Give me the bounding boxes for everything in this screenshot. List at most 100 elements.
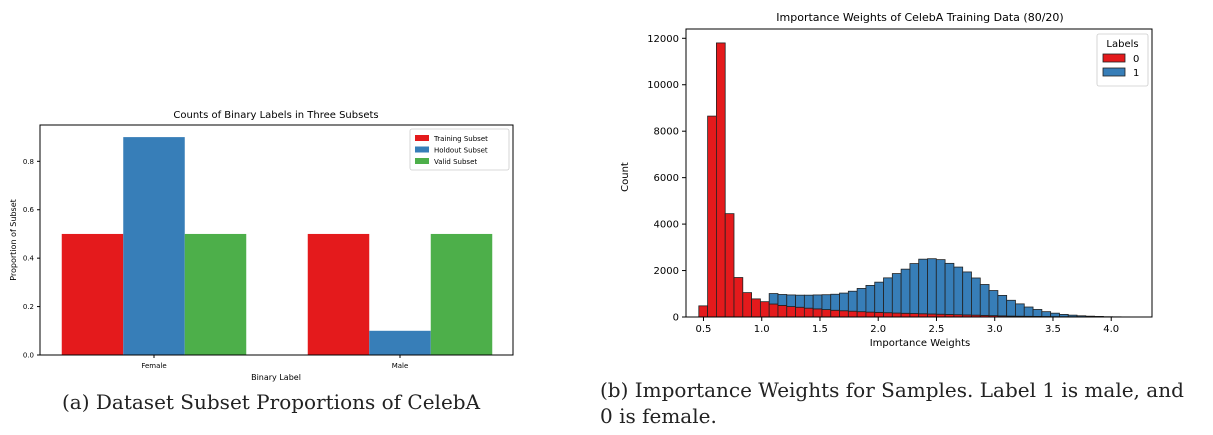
chart-b-bar-label0	[891, 312, 902, 318]
chart-b-xtick-label: 4.0	[1103, 324, 1119, 335]
chart-b-bar-label0	[839, 310, 849, 318]
caption-b-line2: 0 is female.	[600, 404, 717, 428]
chart-b-bar-label0	[830, 309, 840, 318]
chart-b-bar-label1	[768, 293, 779, 305]
chart-b-bar-label0	[768, 303, 779, 318]
chart-b-plot-frame	[685, 28, 1153, 318]
chart-b-bar-label0	[874, 311, 884, 318]
chart-b-bar-label1	[830, 293, 840, 311]
chart-b-ytick-label: 12000	[647, 34, 679, 45]
chart-b-bar-label1	[909, 263, 920, 314]
chart-a-xlabel: Binary Label	[251, 373, 301, 382]
chart-b-bar-label0	[707, 115, 717, 318]
chart-b-bar-label1	[891, 273, 902, 314]
chart-b-bar-label1	[777, 294, 788, 306]
chart-b-bar-label0	[724, 213, 735, 318]
chart-b-ytick-label: 10000	[647, 80, 679, 91]
chart-b-legend-swatch	[1102, 53, 1126, 63]
chart-b-bar-label1	[997, 294, 1008, 317]
chart-b-bar-label0	[751, 298, 761, 318]
chart-b-bar-label1	[971, 277, 981, 316]
chart-b-bar-label0	[803, 307, 814, 318]
caption-b-line1: (b) Importance Weights for Samples. Labe…	[600, 378, 1184, 402]
chart-a-ylabel: Proportion of Subset	[9, 199, 18, 281]
chart-a-bar-male-1	[307, 233, 370, 355]
chart-b-legend-title: Labels	[1106, 39, 1138, 50]
chart-b-ylabel: Count	[620, 162, 631, 192]
chart-b-bar-label0	[812, 308, 823, 318]
chart-b-bar-label1	[865, 285, 876, 313]
chart-b-bar-label1	[803, 294, 814, 309]
chart-b-bar-label1	[1015, 303, 1025, 317]
chart-b-bar-label1	[979, 284, 990, 316]
chart-b-xtick-label: 2.0	[870, 324, 886, 335]
chart-b-title: Importance Weights of CelebA Training Da…	[776, 11, 1063, 24]
chart-b-bar-label1	[812, 294, 823, 310]
chart-a: Counts of Binary Labels in Three Subsets…	[9, 110, 514, 382]
chart-b-bar-label0	[821, 309, 832, 318]
chart-a-legend-label: Training Subset	[433, 135, 488, 143]
chart-a-xtick-label: Male	[392, 362, 409, 370]
chart-b-bar-label0	[716, 42, 726, 318]
chart-b-bar-label1	[839, 292, 849, 312]
chart-b-bar-label1	[786, 294, 796, 307]
chart-a-ytick-label: 0.0	[23, 352, 34, 360]
chart-a-legend-swatch	[415, 135, 429, 141]
chart-a-legend-box	[409, 128, 510, 171]
chart-b-legend-label: 0	[1133, 54, 1139, 65]
chart-a-legend: Training Subset Holdout Subset Valid Subse…	[409, 128, 510, 171]
chart-a-legend-swatch	[415, 158, 429, 164]
chart-b-bar-label0	[883, 312, 893, 318]
chart-b-ytick-label: 8000	[654, 127, 679, 138]
chart-b-ytick-label: 6000	[654, 173, 679, 184]
chart-a-legend-label: Valid Subset	[434, 158, 477, 166]
chart-a-bar-male-3	[430, 233, 493, 355]
chart-b-xtick-label: 2.5	[929, 324, 945, 335]
chart-b-bar-label1	[874, 281, 884, 313]
chart-b-ytick-label: 2000	[654, 266, 679, 277]
chart-b-bar-label1	[1059, 313, 1069, 318]
chart-b-bar-label1	[988, 290, 999, 317]
chart-b-bar-label0	[900, 312, 911, 318]
chart-b-bar-label1	[856, 288, 867, 313]
chart-b-bar-label1	[962, 271, 972, 316]
chart-b-bar-label0	[742, 292, 752, 318]
chart-b-ytick-label: 4000	[654, 220, 679, 231]
chart-a-ytick-label: 0.4	[23, 255, 35, 263]
chart-a-ytick-label: 0.6	[23, 206, 35, 214]
chart-a-title: Counts of Binary Labels in Three Subsets	[173, 110, 378, 121]
chart-a-bar-female-1	[61, 233, 124, 355]
chart-b-ytick-label: 0	[673, 313, 679, 324]
chart-b-bar-label0	[759, 301, 770, 318]
chart-b-bar-label1	[1032, 309, 1043, 317]
chart-b-legend: Labels 0 1	[1096, 33, 1149, 87]
chart-b-bar-label1	[883, 277, 893, 314]
chart-b-bar-label1	[900, 268, 911, 314]
chart-b-bar-label1	[918, 258, 928, 315]
chart-b-bar-label1	[935, 259, 946, 315]
chart-a-plot-frame	[39, 124, 514, 356]
caption-a: (a) Dataset Subset Proportions of CelebA	[62, 390, 481, 414]
chart-b-xtick-label: 0.5	[696, 324, 712, 335]
chart-b-bar-label1	[1050, 312, 1060, 318]
chart-b-bar-label1	[1041, 311, 1052, 317]
chart-b-bar-label1	[795, 294, 805, 308]
chart-b-bar-label0	[698, 305, 709, 318]
chart-b-bar-label0	[777, 304, 788, 318]
chart-b-bar-label1	[1006, 299, 1016, 317]
chart-b-bar-label0	[865, 311, 876, 318]
chart-a-legend-swatch	[415, 146, 429, 153]
caption-b: (b) Importance Weights for Samples. Labe…	[600, 377, 1184, 429]
chart-b-bar-label1	[847, 290, 858, 312]
chart-b-xlabel: Importance Weights	[870, 338, 971, 349]
chart-a-bar-female-2	[123, 137, 185, 355]
chart-b-bar-label0	[909, 313, 920, 318]
chart-b-bar-label0	[786, 306, 796, 318]
chart-a-bar-female-3	[184, 233, 247, 355]
chart-b-legend-label: 1	[1133, 68, 1139, 79]
chart-b-bar-label0	[795, 306, 805, 318]
chart-a-bar-male-2	[369, 330, 431, 355]
chart-a-ytick-label: 0.8	[23, 158, 34, 166]
chart-b-xtick-label: 1.0	[754, 324, 770, 335]
chart-a-legend-label: Holdout Subset	[434, 147, 488, 155]
